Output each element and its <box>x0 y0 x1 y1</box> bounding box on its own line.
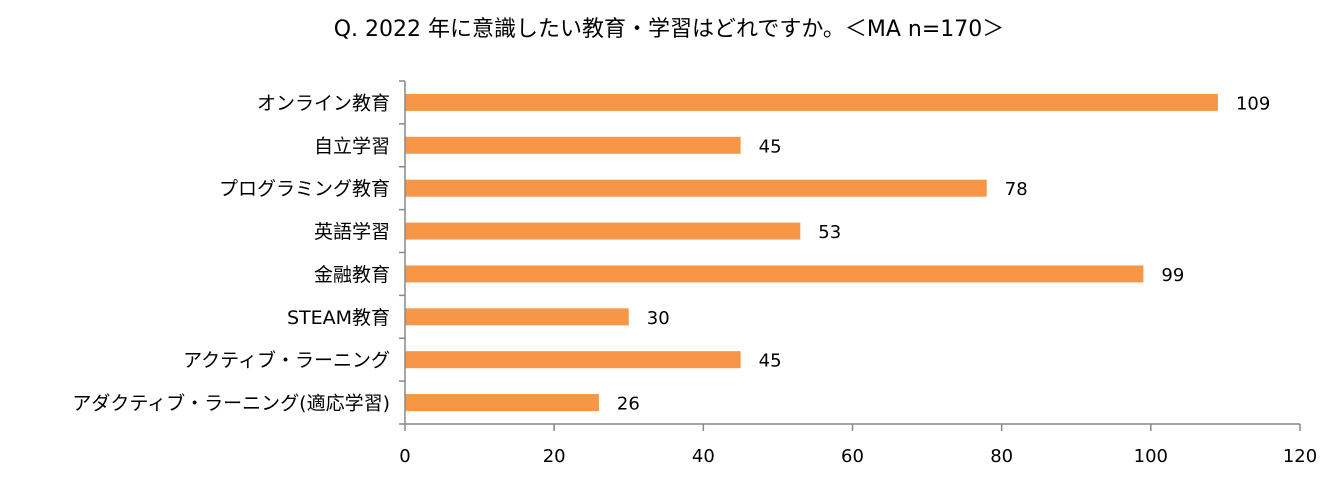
bar <box>405 308 629 326</box>
bar <box>405 351 741 369</box>
x-tick-label: 60 <box>841 446 864 467</box>
bar <box>405 394 599 412</box>
bar <box>405 136 741 154</box>
category-label: 自立学習 <box>314 135 390 157</box>
bar <box>405 265 1144 283</box>
data-label: 30 <box>647 308 670 329</box>
category-label: 金融教育 <box>314 264 390 286</box>
x-tick-label: 80 <box>990 446 1013 467</box>
x-tick-label: 40 <box>692 446 715 467</box>
data-label: 53 <box>818 222 841 243</box>
data-label: 45 <box>759 351 782 372</box>
x-tick-label: 0 <box>399 446 410 467</box>
category-label: STEAM教育 <box>287 307 390 329</box>
x-tick-label: 100 <box>1134 446 1168 467</box>
data-label: 78 <box>1005 179 1028 200</box>
category-label: 英語学習 <box>314 221 390 243</box>
data-label: 99 <box>1161 265 1184 286</box>
data-label: 26 <box>617 394 640 415</box>
category-label: アクティブ・ラーニング <box>183 349 390 372</box>
category-label: プログラミング教育 <box>219 178 390 200</box>
bar <box>405 179 987 197</box>
bar <box>405 222 801 240</box>
x-tick-label: 120 <box>1283 446 1317 467</box>
x-tick-label: 20 <box>543 446 566 467</box>
bar <box>405 93 1218 111</box>
category-label: オンライン教育 <box>257 92 390 114</box>
chart-title: Q. 2022 年に意識したい教育・学習はどれですか。＜MA n=170＞ <box>333 17 1005 42</box>
category-label: アダクティブ・ラーニング(適応学習) <box>72 392 390 415</box>
data-label: 45 <box>759 136 782 157</box>
data-label: 109 <box>1236 93 1270 114</box>
